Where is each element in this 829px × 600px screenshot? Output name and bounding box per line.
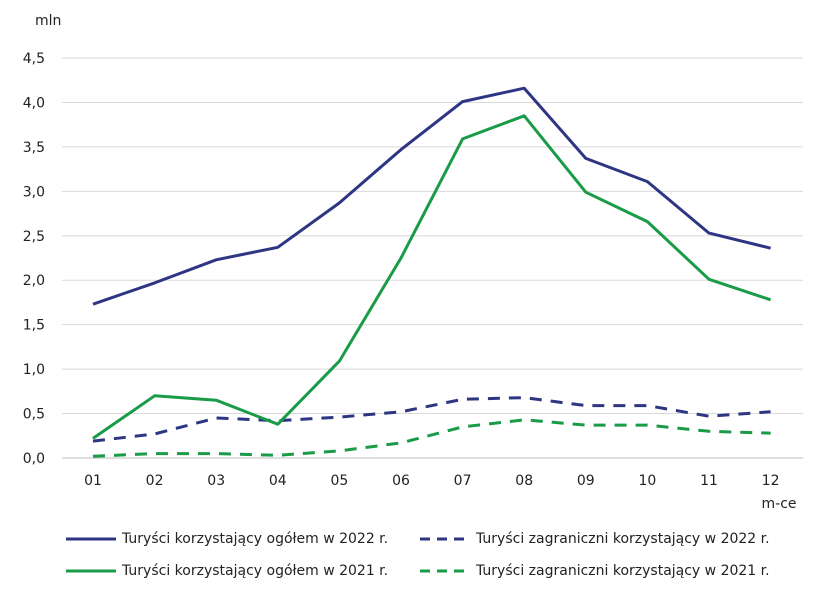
x-tick-label: 07 <box>454 473 472 489</box>
x-tick-label: 06 <box>392 473 410 489</box>
legend-label: Turyści korzystający ogółem w 2021 r. <box>122 563 389 579</box>
y-tick-label: 4,0 <box>23 95 45 111</box>
y-axis-unit: mln <box>35 13 61 29</box>
legend-swatch-foreign-2021 <box>420 569 470 573</box>
x-tick-label: 08 <box>515 473 533 489</box>
series-line-3 <box>92 418 771 458</box>
x-tick-label: 02 <box>146 473 164 489</box>
legend-item-foreign-2022: Turyści zagraniczni korzystający w 2022 … <box>420 528 770 550</box>
series-lines <box>92 86 772 458</box>
y-tick-label: 3,5 <box>23 140 45 156</box>
series-line-1 <box>92 396 771 443</box>
x-tick-label: 12 <box>762 473 780 489</box>
y-tick-label: 3,0 <box>23 184 45 200</box>
series-line-0 <box>92 86 771 306</box>
x-tick-label: 09 <box>577 473 595 489</box>
x-tick-label: 01 <box>84 473 102 489</box>
legend: Turyści korzystający ogółem w 2022 r. Tu… <box>66 528 806 588</box>
legend-label: Turyści korzystający ogółem w 2022 r. <box>122 531 389 547</box>
y-tick-label: 2,5 <box>23 229 45 245</box>
x-tick-label: 03 <box>207 473 225 489</box>
legend-swatch-total-2021 <box>66 569 116 573</box>
legend-swatch-total-2022 <box>66 537 116 541</box>
y-tick-label: 4,5 <box>23 51 45 67</box>
series-line-2 <box>92 114 772 440</box>
legend-item-total-2021: Turyści korzystający ogółem w 2021 r. <box>66 560 388 582</box>
x-tick-label: 11 <box>700 473 718 489</box>
y-axis-ticks: 0,0 0,5 1,0 1,5 2,0 2,5 3,0 3,5 4,0 4,5 <box>23 51 45 467</box>
legend-swatch-foreign-2022 <box>420 537 470 541</box>
x-tick-label: 10 <box>638 473 656 489</box>
y-tick-label: 0,0 <box>23 451 45 467</box>
x-tick-label: 05 <box>330 473 348 489</box>
x-axis-ticks: 01 02 03 04 05 06 07 08 09 10 11 12 <box>84 473 779 489</box>
legend-label: Turyści zagraniczni korzystający w 2021 … <box>476 563 770 579</box>
x-axis-unit: m-ce <box>762 496 797 512</box>
y-tick-label: 1,5 <box>23 318 45 334</box>
legend-label: Turyści zagraniczni korzystający w 2022 … <box>476 531 770 547</box>
legend-item-total-2022: Turyści korzystający ogółem w 2022 r. <box>66 528 388 550</box>
y-tick-label: 2,0 <box>23 273 45 289</box>
legend-item-foreign-2021: Turyści zagraniczni korzystający w 2021 … <box>420 560 770 582</box>
y-tick-label: 0,5 <box>23 407 45 423</box>
y-tick-label: 1,0 <box>23 362 45 378</box>
x-tick-label: 04 <box>269 473 287 489</box>
gridlines <box>62 57 803 459</box>
